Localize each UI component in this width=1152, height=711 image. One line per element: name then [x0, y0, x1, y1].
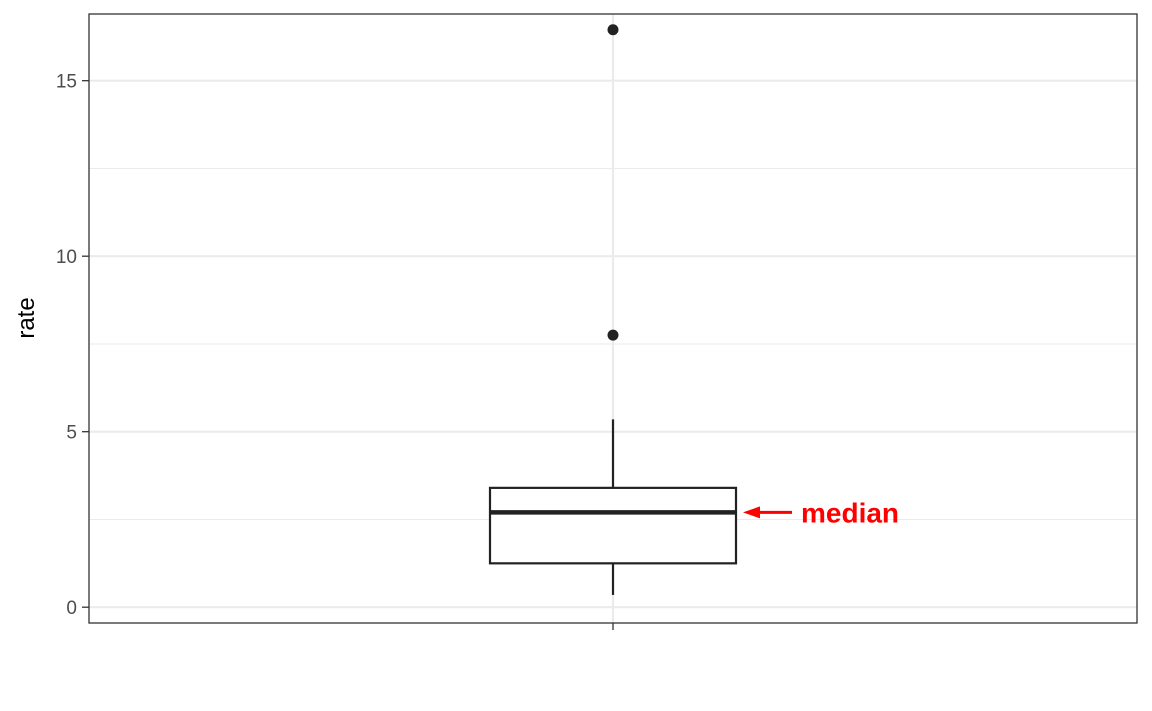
- box: [488, 24, 738, 595]
- annotation-label: median: [801, 497, 899, 528]
- y-tick-label: 5: [66, 423, 77, 444]
- y-axis-title: rate: [13, 297, 40, 338]
- grid: [89, 14, 1137, 623]
- median-annotation: median: [743, 497, 899, 528]
- y-tick-label: 15: [56, 72, 77, 93]
- outlier-point: [607, 24, 619, 36]
- y-tick-label: 0: [66, 598, 77, 619]
- annotation-arrow-head: [743, 506, 760, 519]
- y-axis: 0 5 10 15: [56, 72, 614, 630]
- outlier-point: [607, 329, 619, 341]
- iqr-box: [488, 486, 738, 565]
- panel-border: [88, 13, 1138, 624]
- y-tick-label: 10: [56, 247, 77, 268]
